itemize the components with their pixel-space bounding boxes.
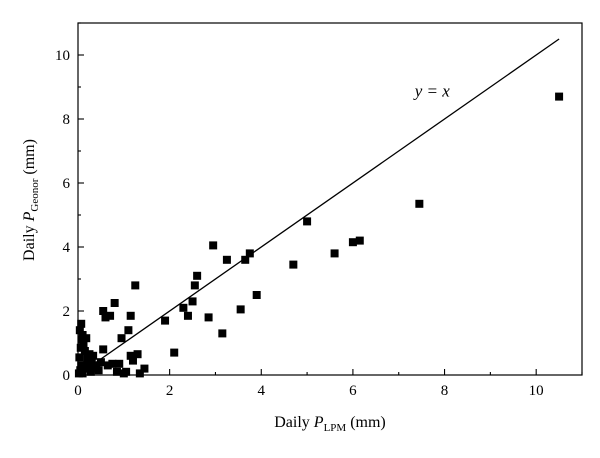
data-point: [87, 358, 96, 367]
y-tick-label: 6: [63, 176, 71, 192]
data-point: [241, 255, 250, 264]
y-tick-label: 2: [63, 304, 71, 320]
data-points: [74, 92, 564, 378]
data-point: [103, 361, 112, 370]
data-point: [75, 353, 84, 362]
axis-tick-labels: 0 2 4 6 8 10 0 2 4 6 8 10: [55, 48, 544, 399]
x-axis-title-sub: LPM: [324, 422, 347, 434]
x-axis-title-prefix: Daily: [274, 414, 314, 431]
data-point: [289, 260, 298, 269]
data-point: [80, 364, 89, 373]
x-tick-label: 4: [258, 383, 266, 399]
data-point: [209, 241, 218, 250]
x-tick-label: 8: [441, 383, 449, 399]
data-point: [122, 367, 131, 376]
data-point: [218, 329, 227, 338]
data-point: [355, 236, 364, 245]
y-axis-title-sub: Geonor: [29, 178, 41, 211]
data-point: [78, 369, 87, 378]
data-point: [204, 313, 213, 322]
x-axis-title-suffix: (mm): [346, 414, 386, 431]
data-point: [126, 351, 135, 360]
data-point: [112, 367, 121, 376]
x-tick-label: 10: [529, 383, 544, 399]
data-point: [193, 271, 202, 280]
y-axis-title-var: P: [21, 211, 38, 222]
y-axis-title-prefix: Daily: [21, 221, 38, 261]
data-point: [106, 311, 115, 320]
x-tick-label: 6: [349, 383, 357, 399]
data-point: [126, 311, 135, 320]
data-point: [77, 319, 86, 328]
reference-line-y-equals-x: [77, 38, 560, 376]
data-point: [555, 92, 564, 101]
data-point: [236, 305, 245, 314]
data-point: [135, 369, 144, 378]
data-point: [80, 347, 89, 355]
data-point: [79, 340, 88, 349]
data-point: [96, 358, 105, 367]
data-point: [161, 316, 170, 325]
data-point: [183, 311, 192, 320]
data-point: [75, 326, 84, 335]
data-point: [415, 199, 424, 208]
data-point: [77, 335, 86, 344]
y-tick-label: 8: [63, 112, 71, 128]
data-point: [92, 361, 101, 370]
data-point: [245, 249, 254, 258]
data-point: [115, 359, 124, 368]
x-axis-title-var: P: [313, 414, 324, 431]
data-point: [110, 299, 119, 307]
data-point: [348, 238, 357, 247]
data-point: [170, 348, 179, 357]
data-point: [83, 355, 92, 363]
x-tick-label: 0: [74, 383, 82, 399]
data-point: [190, 281, 199, 290]
data-point: [99, 307, 108, 315]
data-point: [101, 313, 110, 322]
data-point: [133, 350, 142, 359]
data-point: [131, 281, 140, 290]
y-axis-title: Daily PGeonor (mm): [21, 139, 41, 261]
reference-line-label: y = x: [413, 82, 451, 101]
data-point: [222, 255, 231, 264]
data-point: [117, 334, 126, 343]
x-axis-title: Daily PLPM (mm): [274, 414, 386, 434]
x-tick-label: 2: [166, 383, 174, 399]
data-point: [99, 345, 108, 354]
y-tick-label: 4: [63, 240, 71, 256]
data-point: [179, 303, 188, 312]
y-tick-label: 0: [63, 368, 71, 384]
y-tick-label: 10: [55, 48, 70, 64]
data-point: [128, 356, 137, 365]
data-point: [188, 297, 197, 306]
data-point: [108, 359, 117, 368]
data-point: [140, 364, 149, 373]
y-axis-title-suffix: (mm): [21, 139, 38, 179]
data-point: [89, 351, 98, 360]
data-point: [330, 249, 339, 258]
data-point: [94, 366, 103, 375]
data-point: [252, 291, 261, 299]
data-point: [82, 334, 91, 343]
data-point: [303, 217, 312, 226]
data-point: [124, 326, 133, 335]
plot-frame: [77, 22, 583, 376]
